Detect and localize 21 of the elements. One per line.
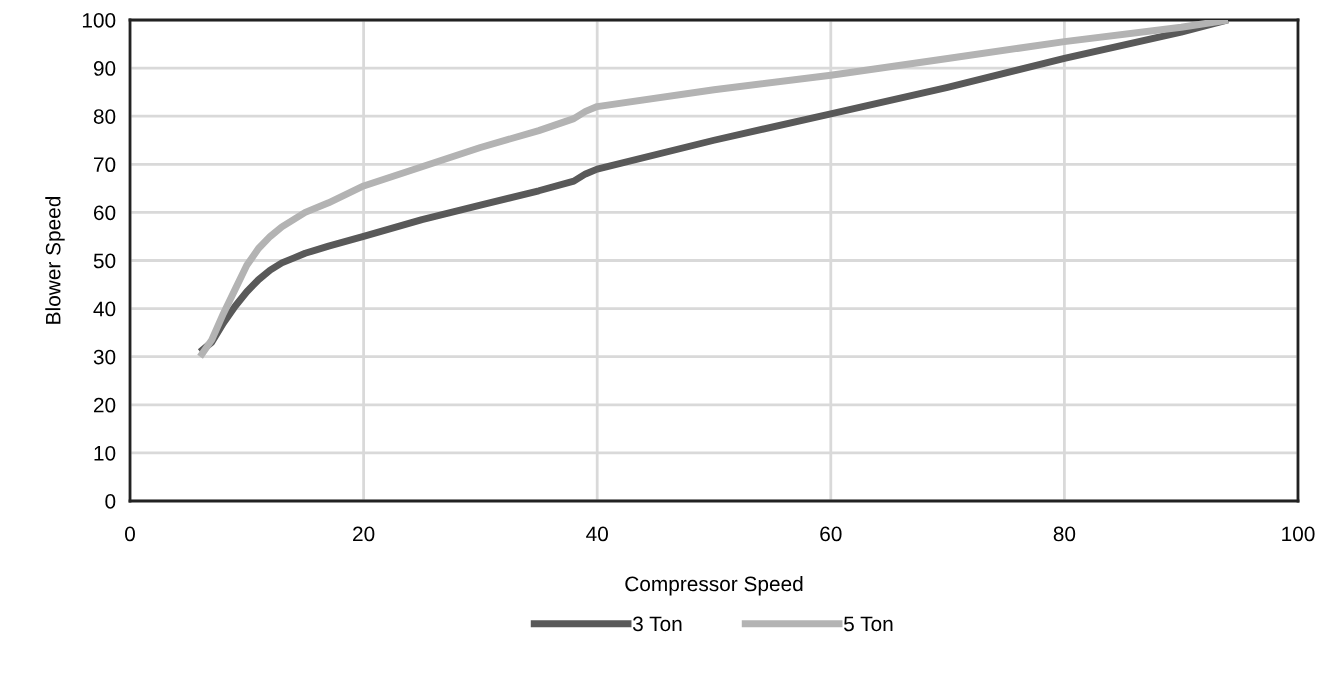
y-tick-label: 60 [94, 205, 116, 221]
x-tick-label: 0 [125, 526, 135, 542]
y-tick-label: 30 [93, 349, 116, 365]
y-tick-label: 10 [94, 445, 116, 461]
x-tick-label: 40 [586, 526, 608, 542]
x-axis-title: Compressor Speed [625, 575, 803, 596]
y-tick-label: 80 [93, 109, 116, 124]
x-tick-label: 100 [1282, 526, 1315, 542]
y-tick-label: 100 [82, 13, 116, 28]
y-tick-label: 90 [93, 61, 116, 76]
y-tick-label: 0 [105, 494, 116, 509]
legend-label: 3 Ton [632, 616, 682, 632]
y-axis-title: Blower Speed [45, 196, 65, 324]
y-tick-label: 20 [93, 397, 116, 413]
x-tick-label: 60 [820, 526, 842, 542]
y-tick-label: 50 [93, 253, 116, 269]
legend-label: 5 Ton [844, 616, 893, 632]
x-tick-label: 20 [353, 526, 375, 542]
y-tick-label: 40 [93, 301, 116, 317]
y-tick-label: 70 [94, 157, 116, 173]
x-tick-label: 80 [1053, 526, 1076, 542]
